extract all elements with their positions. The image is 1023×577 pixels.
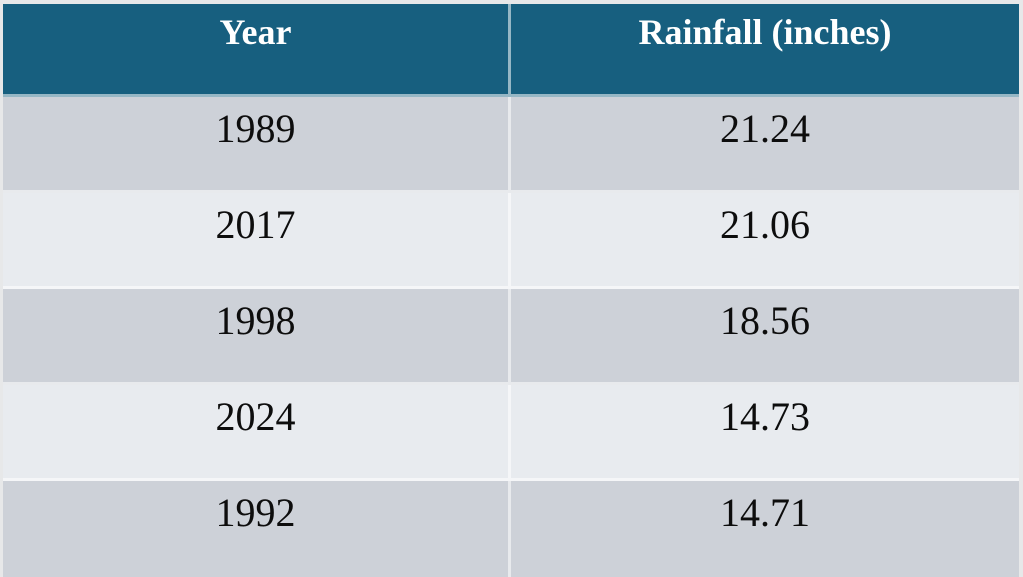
rainfall-value: 21.06 [720,202,810,247]
header-label-rainfall: Rainfall (inches) [638,12,892,52]
table-cell-rainfall-5: 14.71 [511,481,1019,577]
header-cell-year: Year [3,4,511,97]
rainfall-value: 14.71 [720,490,810,535]
rainfall-value: 18.56 [720,298,810,343]
table-cell-year-4: 2024 [3,385,511,481]
table-cell-year-1: 1989 [3,97,511,193]
table-cell-rainfall-2: 21.06 [511,193,1019,289]
year-value: 1998 [215,298,296,343]
table-cell-year-3: 1998 [3,289,511,385]
year-value: 1992 [215,490,296,535]
rainfall-value: 14.73 [720,394,810,439]
table-cell-year-5: 1992 [3,481,511,577]
year-value: 2017 [215,202,296,247]
year-value: 2024 [215,394,296,439]
rainfall-table: Year Rainfall (inches) 1989 21.24 2017 2… [3,4,1019,577]
table-cell-rainfall-1: 21.24 [511,97,1019,193]
year-value: 1989 [215,106,296,151]
table-cell-rainfall-4: 14.73 [511,385,1019,481]
table-cell-year-2: 2017 [3,193,511,289]
header-label-year: Year [219,12,292,52]
rainfall-value: 21.24 [720,106,810,151]
table-cell-rainfall-3: 18.56 [511,289,1019,385]
header-cell-rainfall: Rainfall (inches) [511,4,1019,97]
